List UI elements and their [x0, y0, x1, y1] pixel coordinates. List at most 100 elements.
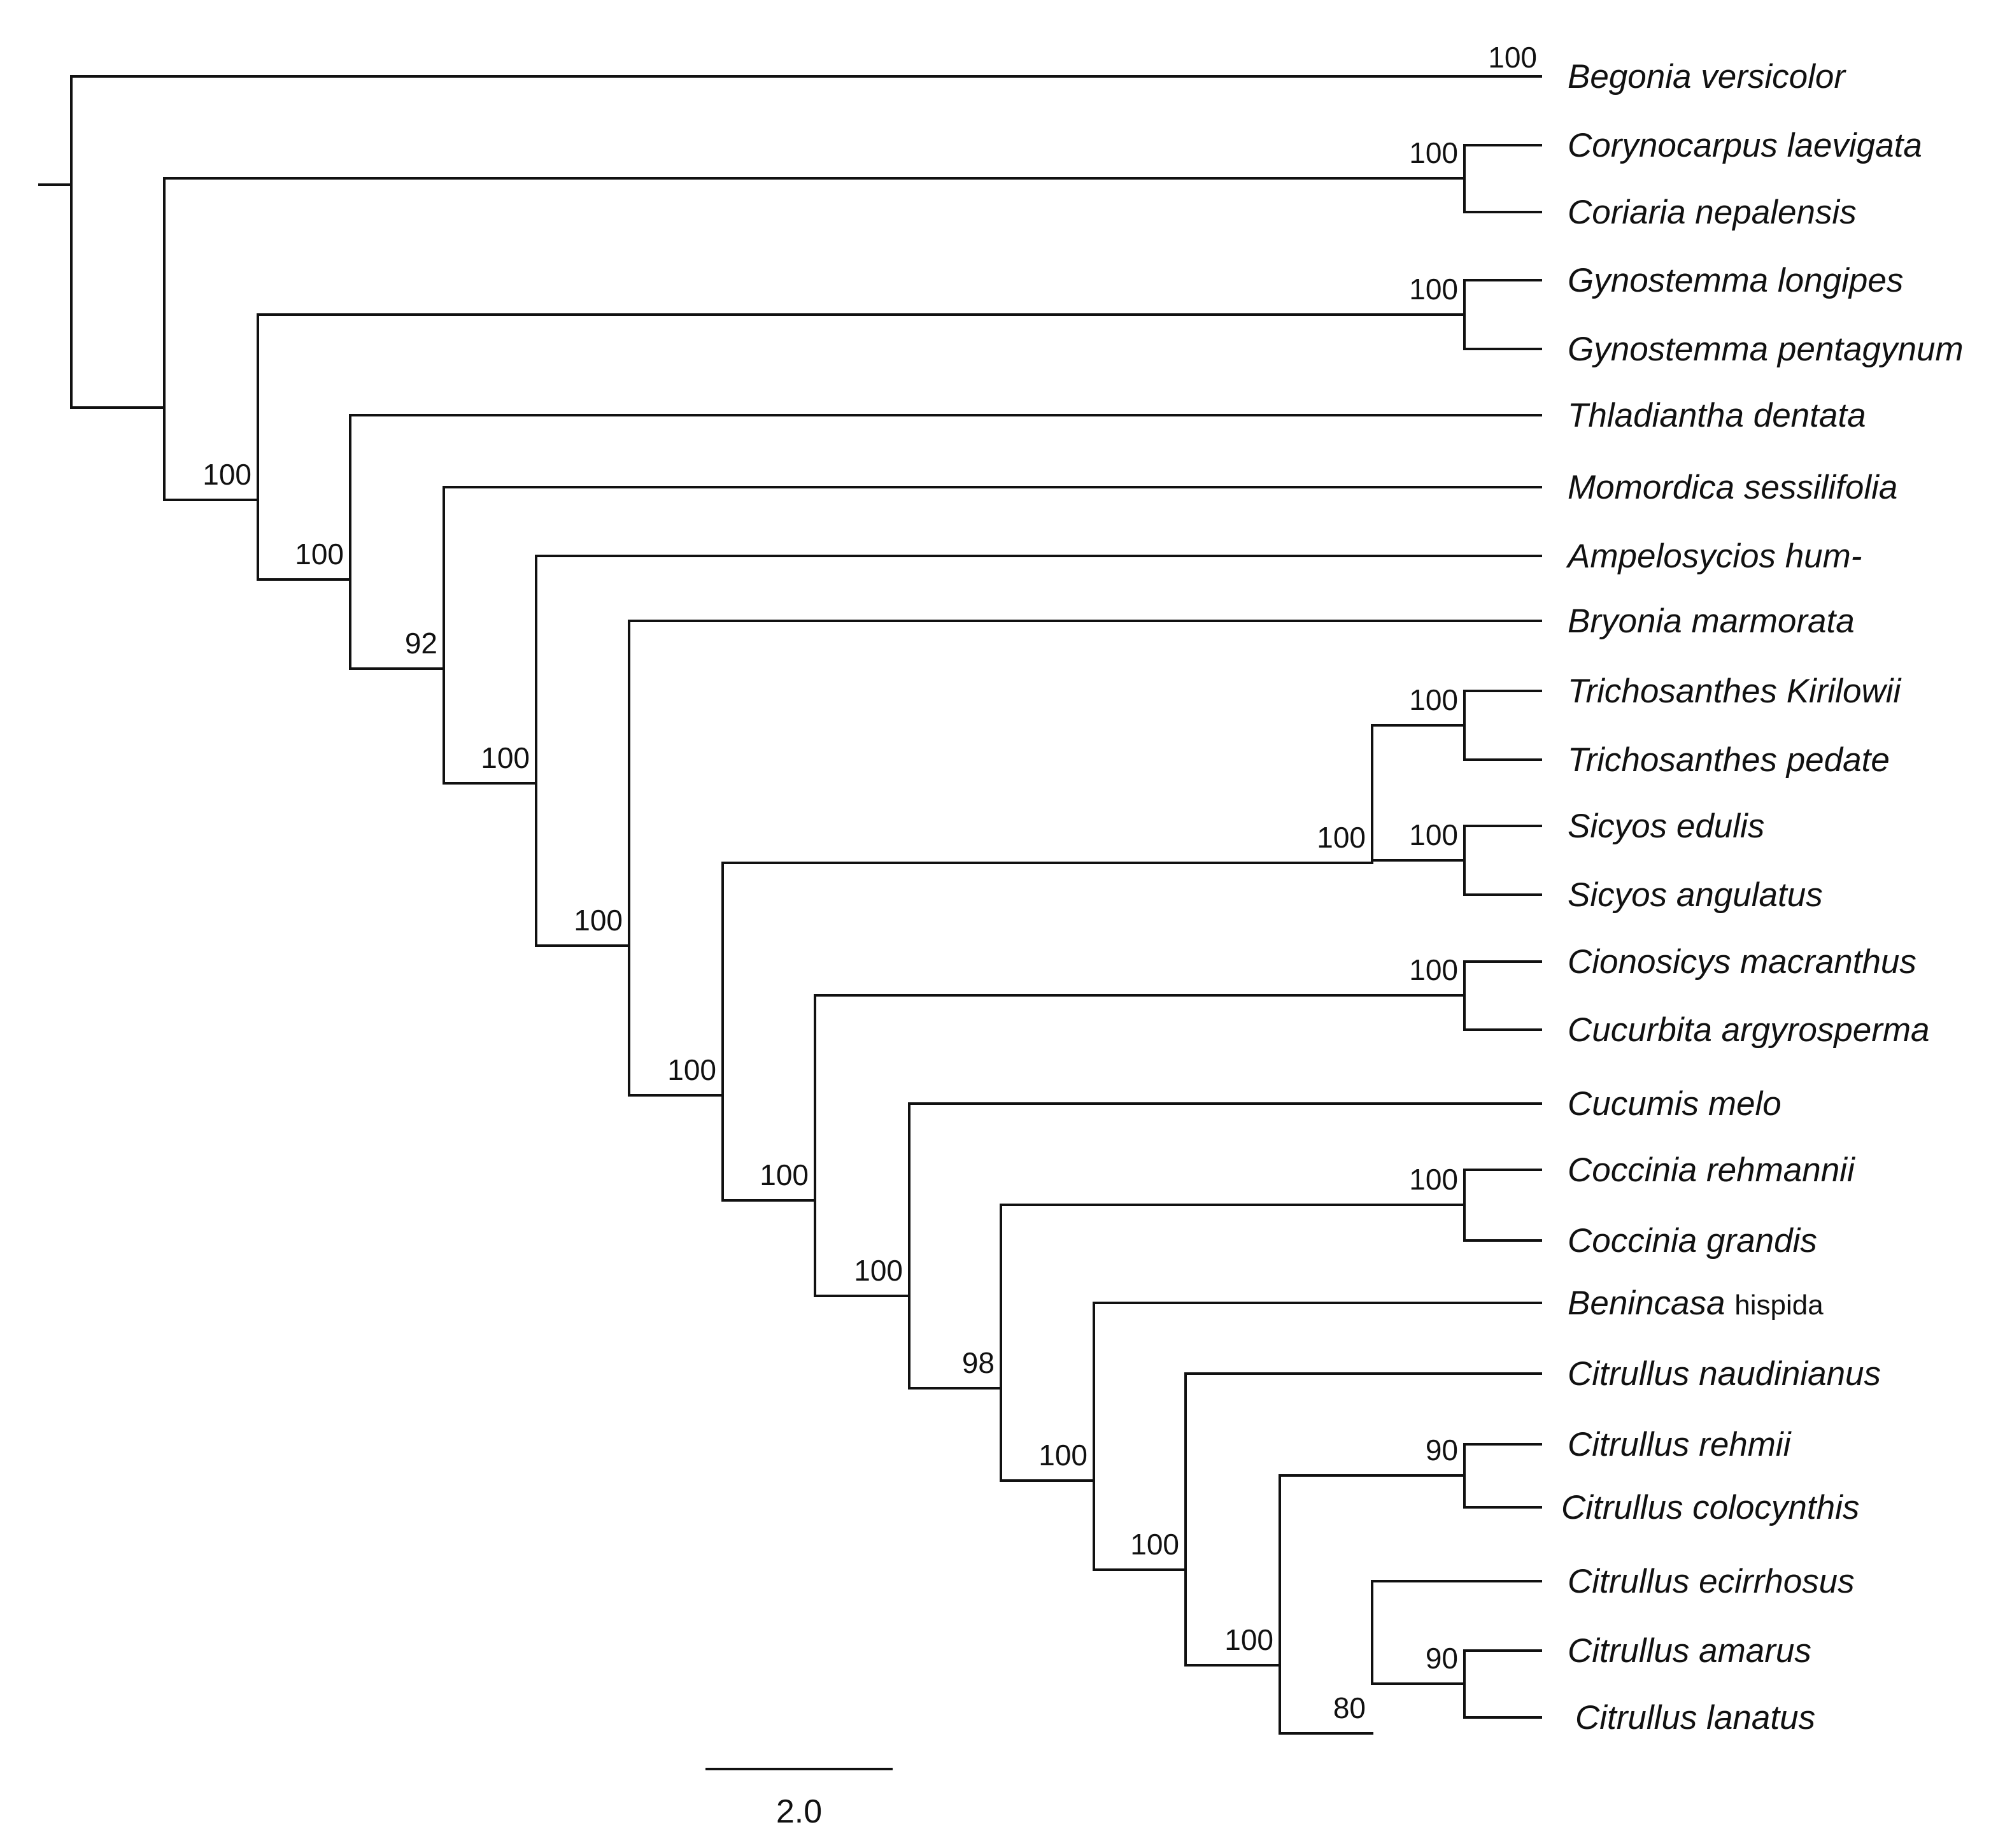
taxon-genus: Thladiantha [1568, 397, 1744, 434]
taxon-genus: Coccinia [1568, 1151, 1697, 1189]
taxon-epithet: Kirilowii [1787, 672, 1902, 710]
support-value: 100 [574, 904, 623, 937]
taxon-genus: Citrullus [1568, 1632, 1689, 1670]
support-value: 92 [405, 627, 437, 660]
support-value: 100 [1409, 273, 1458, 306]
taxon-epithet: melo [1708, 1085, 1782, 1123]
taxon-genus: Coriaria [1568, 194, 1686, 231]
taxon-epithet: lanatus [1706, 1699, 1815, 1737]
taxon-epithet: sessilifolia [1744, 469, 1898, 506]
taxon-epithet: amarus [1699, 1632, 1811, 1670]
support-value: 90 [1426, 1642, 1458, 1675]
tip-support-value: 100 [1488, 41, 1537, 74]
taxon-label: Bryonia marmorata [1568, 602, 1855, 640]
taxon-genus: Bryonia [1568, 602, 1682, 640]
support-value: 100 [1409, 1163, 1458, 1196]
support-value: 100 [1409, 136, 1458, 169]
taxon-genus: Citrullus [1561, 1489, 1683, 1526]
taxon-label: Trichosanthes Kirilowii [1568, 672, 1902, 710]
taxon-epithet: pentagynum [1776, 331, 1964, 368]
taxon-epithet: naudinianus [1699, 1355, 1881, 1393]
taxon-genus: Sicyos [1568, 807, 1667, 845]
taxon-labels: Begonia versicolor Corynocarpus laevigata… [1561, 58, 1964, 1737]
taxon-epithet: rehmii [1699, 1426, 1792, 1463]
taxon-genus: Ampelosycios [1566, 537, 1776, 575]
taxon-epithet: hum- [1785, 537, 1862, 575]
taxon-genus: Gynostemma [1568, 331, 1768, 368]
taxon-label: Sicyos edulis [1568, 807, 1764, 845]
taxon-genus: Citrullus [1568, 1563, 1689, 1600]
taxon-epithet: nepalensis [1695, 194, 1856, 231]
taxon-label: Cucumis melo [1568, 1085, 1782, 1123]
taxon-label: Begonia versicolor [1568, 58, 1846, 96]
scale-bar-label: 2.0 [776, 1793, 822, 1830]
taxon-epithet: hispida [1734, 1290, 1824, 1321]
support-value: 100 [481, 741, 530, 774]
taxon-label: Cionosicys macranthus [1568, 943, 1916, 981]
taxon-epithet: grandis [1706, 1222, 1817, 1260]
taxon-label: Citrullus ecirrhosus [1568, 1563, 1855, 1600]
taxon-label: Citrullus lanatus [1575, 1699, 1815, 1737]
taxon-label: Coriaria nepalensis [1568, 194, 1857, 231]
taxon-label: Benincasa hispida [1568, 1284, 1824, 1322]
support-value: 100 [202, 458, 251, 491]
taxon-epithet: pedate [1785, 741, 1890, 779]
taxon-genus: Cionosicys [1568, 943, 1731, 981]
support-value: 80 [1333, 1691, 1366, 1724]
taxon-genus: Corynocarpus [1568, 127, 1778, 164]
tree-branches [38, 75, 1542, 1735]
scale-bar: 2.0 [705, 1768, 893, 1830]
support-values: 100 100 100 100 100 100 100 90 90 80 100 100 100 98 10… [202, 41, 1537, 1724]
taxon-epithet: versicolor [1701, 58, 1846, 96]
taxon-label: Thladiantha dentata [1568, 397, 1866, 434]
support-value: 90 [1426, 1433, 1458, 1467]
taxon-label: Cucurbita argyrosperma [1568, 1011, 1930, 1049]
taxon-label: Ampelosycios hum- [1566, 537, 1862, 575]
support-value: 100 [760, 1158, 809, 1191]
support-value: 100 [1409, 818, 1458, 851]
taxon-label: Citrullus naudinianus [1568, 1355, 1881, 1393]
taxon-epithet: marmorata [1691, 602, 1854, 640]
taxon-label: Trichosanthes pedate [1568, 741, 1890, 779]
support-value: 100 [295, 537, 344, 571]
taxon-genus: Gynostemma [1568, 262, 1768, 299]
taxon-genus: Sicyos [1568, 876, 1667, 914]
taxon-genus: Cucurbita [1568, 1011, 1712, 1049]
taxon-label: Citrullus amarus [1568, 1632, 1811, 1670]
taxon-genus: Momordica [1568, 469, 1734, 506]
taxon-label: Gynostemma longipes [1568, 262, 1903, 299]
taxon-genus: Coccinia [1568, 1222, 1697, 1260]
taxon-label: Momordica sessilifolia [1568, 469, 1897, 506]
support-value: 100 [1317, 821, 1366, 854]
support-value: 100 [1409, 683, 1458, 716]
taxon-genus: Citrullus [1575, 1699, 1697, 1737]
taxon-epithet: dentata [1753, 397, 1866, 434]
taxon-label: Coccinia rehmannii [1568, 1151, 1855, 1189]
support-value: 100 [1224, 1623, 1273, 1656]
taxon-epithet: edulis [1676, 807, 1764, 845]
taxon-genus: Benincasa [1568, 1284, 1725, 1322]
taxon-label: Citrullus rehmii [1568, 1426, 1792, 1463]
taxon-epithet: longipes [1778, 262, 1903, 299]
support-value: 98 [962, 1346, 995, 1379]
taxon-epithet: laevigata [1787, 127, 1922, 164]
taxon-label: Corynocarpus laevigata [1568, 127, 1922, 164]
taxon-label: Gynostemma pentagynum [1568, 331, 1964, 368]
support-value: 100 [1038, 1439, 1087, 1472]
taxon-epithet: macranthus [1740, 943, 1916, 981]
taxon-genus: Begonia [1568, 58, 1692, 96]
taxon-genus: Trichosanthes [1568, 741, 1777, 779]
support-value: 100 [854, 1254, 903, 1287]
support-value: 100 [667, 1053, 716, 1086]
taxon-label: Citrullus colocynthis [1561, 1489, 1859, 1526]
taxon-epithet: argyrosperma [1722, 1011, 1930, 1049]
taxon-epithet: colocynthis [1692, 1489, 1859, 1526]
taxon-genus: Citrullus [1568, 1426, 1689, 1463]
taxon-epithet: ecirrhosus [1699, 1563, 1854, 1600]
support-value: 100 [1130, 1528, 1179, 1561]
taxon-genus: Cucumis [1568, 1085, 1699, 1123]
taxon-label: Sicyos angulatus [1568, 876, 1823, 914]
taxon-genus: Trichosanthes [1568, 672, 1777, 710]
taxon-epithet: rehmannii [1706, 1151, 1855, 1189]
